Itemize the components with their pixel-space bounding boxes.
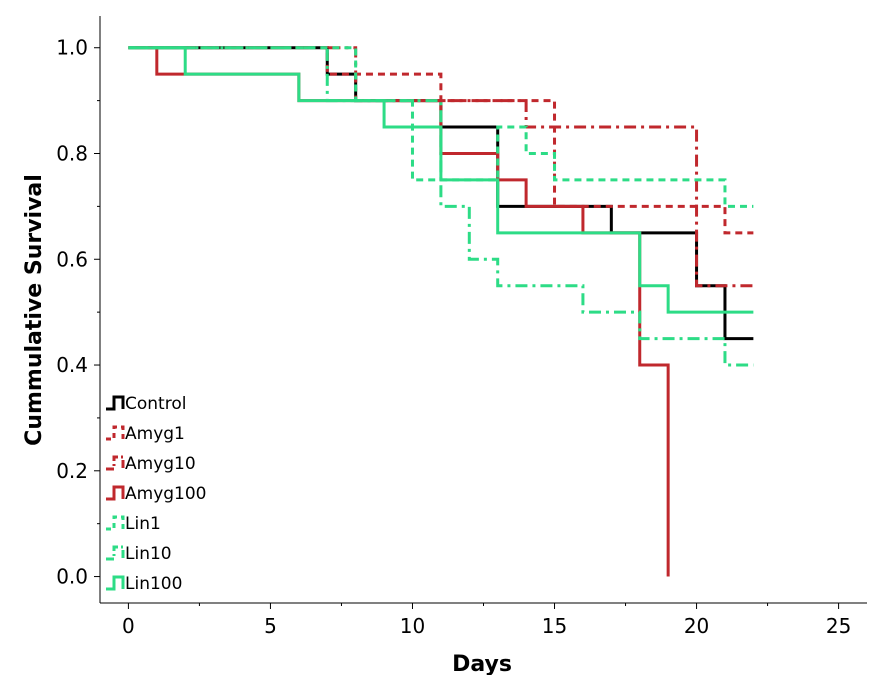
y-tick-label: 0.8 — [56, 141, 88, 165]
x-tick-label: 10 — [400, 614, 425, 638]
legend-symbol-amyg10 — [106, 455, 125, 471]
series-line-amyg1 — [128, 46, 754, 235]
legend-symbol-lin100 — [106, 575, 125, 591]
y-axis-title: Cummulative Survival — [22, 174, 47, 446]
series-line-amyg10 — [128, 46, 754, 288]
y-tick-label: 0.2 — [56, 459, 88, 483]
y-tick-label: 0.4 — [56, 353, 88, 377]
x-tick-label: 25 — [826, 614, 851, 638]
legend-symbol-amyg1 — [106, 425, 125, 441]
y-tick-label: 1.0 — [56, 36, 88, 60]
x-tick-label: 5 — [264, 614, 277, 638]
legend-symbol-lin1 — [106, 515, 125, 531]
legend-label: Control — [125, 394, 186, 414]
legend: Control Amyg1 Amyg10 Amyg100 Lin1 Lin10 Lin100 — [106, 394, 207, 594]
x-tick-label: 20 — [684, 614, 709, 638]
axes: Days Cummulative Survival 0.0 0.2 0.4 0.6 0.… — [22, 16, 867, 675]
x-tick-label: 15 — [542, 614, 567, 638]
legend-label: Amyg10 — [125, 454, 196, 474]
x-axis-title: Days — [452, 652, 512, 675]
legend-symbol-amyg100 — [106, 485, 125, 501]
legend-symbol-control — [106, 395, 125, 411]
series-line-lin10 — [128, 46, 754, 367]
legend-label: Amyg1 — [125, 424, 185, 444]
legend-symbol-lin10 — [106, 545, 125, 561]
legend-label: Lin1 — [125, 514, 161, 534]
y-tick-label: 0.0 — [56, 565, 88, 589]
series-line-lin100 — [128, 46, 754, 314]
legend-label: Lin10 — [125, 544, 172, 564]
legend-label: Lin100 — [125, 574, 182, 594]
legend-label: Amyg100 — [125, 484, 207, 504]
x-tick-label: 0 — [122, 614, 135, 638]
plot-area — [128, 46, 754, 577]
y-tick-label: 0.6 — [56, 247, 88, 271]
